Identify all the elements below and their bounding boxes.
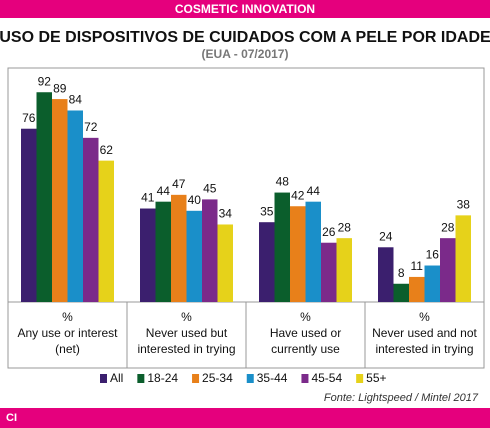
data-label: 45 xyxy=(203,182,217,196)
x-tick-label: currently use xyxy=(271,342,340,356)
data-label: 47 xyxy=(172,177,186,191)
bar xyxy=(202,199,218,302)
x-tick-label: interested in trying xyxy=(375,342,473,356)
footer-bar xyxy=(0,408,490,428)
x-tick-label: % xyxy=(419,310,430,324)
legend-swatch xyxy=(100,374,107,383)
bar xyxy=(171,194,187,302)
bar xyxy=(305,201,321,302)
footer-logo: CI xyxy=(6,412,17,424)
legend-swatch xyxy=(301,374,309,383)
legend-label: 45-54 xyxy=(311,371,342,385)
x-tick-label: % xyxy=(62,310,73,324)
legend-swatch xyxy=(356,374,364,383)
data-label: 40 xyxy=(188,193,202,207)
data-label: 48 xyxy=(276,175,290,189)
data-label: 26 xyxy=(322,225,336,239)
data-label: 35 xyxy=(260,204,274,218)
bar xyxy=(155,201,171,302)
data-label: 24 xyxy=(379,229,393,243)
legend-label: All xyxy=(110,371,123,385)
bar xyxy=(67,110,83,302)
bar xyxy=(440,238,456,302)
data-label: 8 xyxy=(398,266,405,280)
x-tick-label: Never used but xyxy=(146,326,228,340)
legend-swatch xyxy=(192,374,200,383)
bar xyxy=(274,192,290,302)
chart-title: USO DE DISPOSITIVOS DE CUIDADOS COM A PE… xyxy=(0,29,490,46)
data-label: 84 xyxy=(69,93,83,107)
x-tick-label: (net) xyxy=(55,342,80,356)
bar xyxy=(217,224,233,302)
data-label: 38 xyxy=(457,198,471,212)
legend-swatch xyxy=(246,374,254,383)
x-tick-label: Have used or xyxy=(270,326,341,340)
data-label: 28 xyxy=(338,220,352,234)
data-label: 62 xyxy=(100,143,114,157)
bar xyxy=(21,128,37,302)
data-label: 16 xyxy=(426,248,440,262)
bar xyxy=(393,283,409,302)
bar xyxy=(336,238,352,302)
data-label: 92 xyxy=(38,74,52,88)
legend-label: 35-44 xyxy=(257,371,288,385)
bar xyxy=(455,215,471,302)
legend-swatch xyxy=(137,374,145,383)
header-bar xyxy=(0,0,490,18)
chart-subtitle: (EUA - 07/2017) xyxy=(202,47,289,61)
bar xyxy=(83,137,99,302)
x-tick-label: interested in trying xyxy=(137,342,235,356)
data-label: 44 xyxy=(157,184,171,198)
data-label: 72 xyxy=(84,120,98,134)
data-label: 28 xyxy=(441,220,455,234)
bar xyxy=(409,276,425,302)
bar xyxy=(186,210,202,302)
bar xyxy=(52,99,68,302)
x-tick-label: % xyxy=(300,310,311,324)
bar xyxy=(290,206,306,302)
x-tick-label: Never used and not xyxy=(372,326,477,340)
legend-label: 25-34 xyxy=(202,371,233,385)
source: Fonte: Lightspeed / Mintel 2017 xyxy=(324,392,479,404)
bar xyxy=(378,247,394,302)
data-label: 34 xyxy=(219,207,233,221)
legend-label: 18-24 xyxy=(147,371,178,385)
bar xyxy=(36,92,52,303)
bar xyxy=(98,160,114,302)
legend-label: 55+ xyxy=(366,371,386,385)
bar xyxy=(321,242,337,302)
data-label: 89 xyxy=(53,81,67,95)
bar xyxy=(424,265,440,302)
x-tick-label: % xyxy=(181,310,192,324)
brand: COSMETIC INNOVATION xyxy=(175,2,315,16)
bar xyxy=(140,208,156,302)
data-label: 11 xyxy=(411,259,424,273)
data-label: 42 xyxy=(291,188,305,202)
data-label: 44 xyxy=(307,184,321,198)
x-tick-label: Any use or interest xyxy=(17,326,118,340)
data-label: 76 xyxy=(22,111,36,125)
bar xyxy=(259,222,275,302)
data-label: 41 xyxy=(141,191,155,205)
